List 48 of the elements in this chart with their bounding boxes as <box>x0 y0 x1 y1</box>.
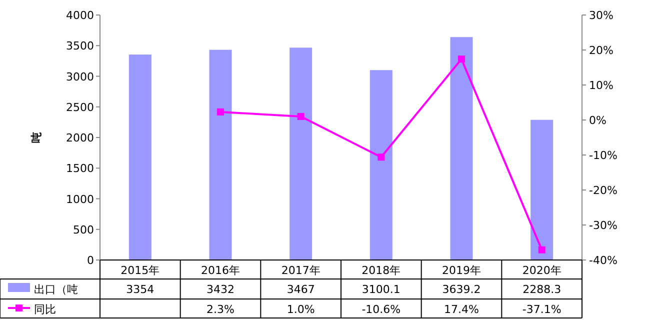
data-label: 3639.2 <box>442 283 481 296</box>
data-label: -10.6% <box>362 303 401 316</box>
data-label: 3432 <box>206 283 234 296</box>
y2-tick-label: 20% <box>589 44 614 57</box>
bar <box>290 48 312 260</box>
y-tick-label: 4000 <box>66 9 94 22</box>
y2-tick-label: -10% <box>589 149 618 162</box>
point <box>378 154 385 161</box>
data-label: 2288.3 <box>522 283 562 296</box>
bar <box>128 54 152 260</box>
bar <box>209 50 232 260</box>
x-tick-label: 2020年 <box>522 264 562 277</box>
data-label: 3354 <box>126 283 154 296</box>
y-tick-label: 2000 <box>66 132 94 144</box>
data-label: 3467 <box>286 283 315 296</box>
y2-tick-label: -40% <box>589 254 618 267</box>
y-tick-label: 3000 <box>66 70 94 84</box>
data-label: -37.1% <box>522 303 562 316</box>
bar <box>450 37 473 260</box>
legend-label: 出口（吨 <box>34 283 78 296</box>
data-label: 17.4% <box>444 303 479 316</box>
legend-label: 同比 <box>34 303 56 316</box>
x-tick-label: 2015年 <box>120 264 160 277</box>
point <box>538 246 546 254</box>
point <box>217 108 224 116</box>
point <box>297 113 304 120</box>
y-axis-title: 吨 <box>30 132 43 143</box>
point <box>458 56 465 63</box>
bar <box>530 120 554 260</box>
x-tick-label: 2019年 <box>442 264 481 277</box>
y2-tick-label: -20% <box>589 184 618 197</box>
y-tick-label: 500 <box>73 223 94 236</box>
y2-tick-label: 10% <box>589 79 614 92</box>
y-tick-label: 0 <box>87 254 94 267</box>
y2-tick-label: -30% <box>589 219 618 232</box>
y-tick-label: 1000 <box>66 192 94 206</box>
y-tick-label: 1500 <box>66 162 94 176</box>
y-tick-label: 3500 <box>66 40 94 53</box>
x-tick-label: 2017年 <box>281 264 320 277</box>
x-tick-label: 2016年 <box>201 264 240 277</box>
data-label: 1.0% <box>286 303 315 316</box>
y2-tick-label: 0% <box>589 114 606 127</box>
data-label: 2.3% <box>206 303 234 316</box>
data-label: 3100.1 <box>362 283 400 296</box>
y-tick-label: 2500 <box>66 100 94 114</box>
x-tick-label: 2018年 <box>362 264 401 277</box>
y2-tick-label: 30% <box>589 9 614 22</box>
bar <box>370 70 392 260</box>
